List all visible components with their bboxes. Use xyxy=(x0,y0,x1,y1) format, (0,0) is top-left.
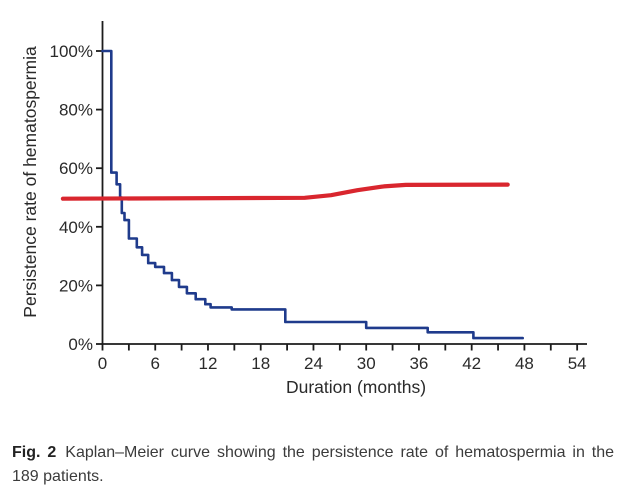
x-axis-tick-label: 12 xyxy=(199,354,218,373)
y-axis-tick-label: 100% xyxy=(50,42,93,61)
y-axis-tick-label: 20% xyxy=(59,276,93,295)
axis-lines xyxy=(101,21,587,345)
y-axis-tick-label: 0% xyxy=(68,335,93,354)
figure-caption: Fig. 2 Kaplan–Meier curve showing the per… xyxy=(12,441,614,489)
x-axis-tick-label: 36 xyxy=(409,354,428,373)
chart-dynamic-layer: 0% 20% 40% 60% 80% 100% 0 6 12 18 24 30 36 42 48 54 xyxy=(50,21,587,373)
x-axis-tick-label: 24 xyxy=(304,354,323,373)
x-axis-tick-label: 54 xyxy=(568,354,587,373)
figure-caption-label: Fig. 2 xyxy=(12,444,57,461)
y-axis-tick-label: 80% xyxy=(59,101,93,120)
x-axis-tick-label: 18 xyxy=(251,354,270,373)
x-axis-title: Duration (months) xyxy=(286,377,426,397)
persistence-step-curve xyxy=(101,49,524,340)
y-axis-tick-label: 60% xyxy=(59,159,93,178)
x-axis-tick-label: 6 xyxy=(151,354,160,373)
x-axis-tick-label: 30 xyxy=(357,354,376,373)
figure-caption-text: Kaplan–Meier curve showing the persisten… xyxy=(12,444,615,485)
y-axis-tick-label: 40% xyxy=(59,218,93,237)
km-chart-svg: 0% 20% 40% 60% 80% 100% 0 6 12 18 24 30 36 42 48 54 Per… xyxy=(20,21,587,397)
x-axis-tick-label: 48 xyxy=(515,354,534,373)
red-reference-curve xyxy=(60,182,510,201)
x-axis-tick-label: 0 xyxy=(98,354,107,373)
y-axis-title: Persistence rate of hematospermia xyxy=(20,46,40,318)
x-axis-tick-label: 42 xyxy=(462,354,481,373)
kaplan-meier-chart: 0% 20% 40% 60% 80% 100% 0 6 12 18 24 30 36 42 48 54 Per… xyxy=(20,21,587,397)
